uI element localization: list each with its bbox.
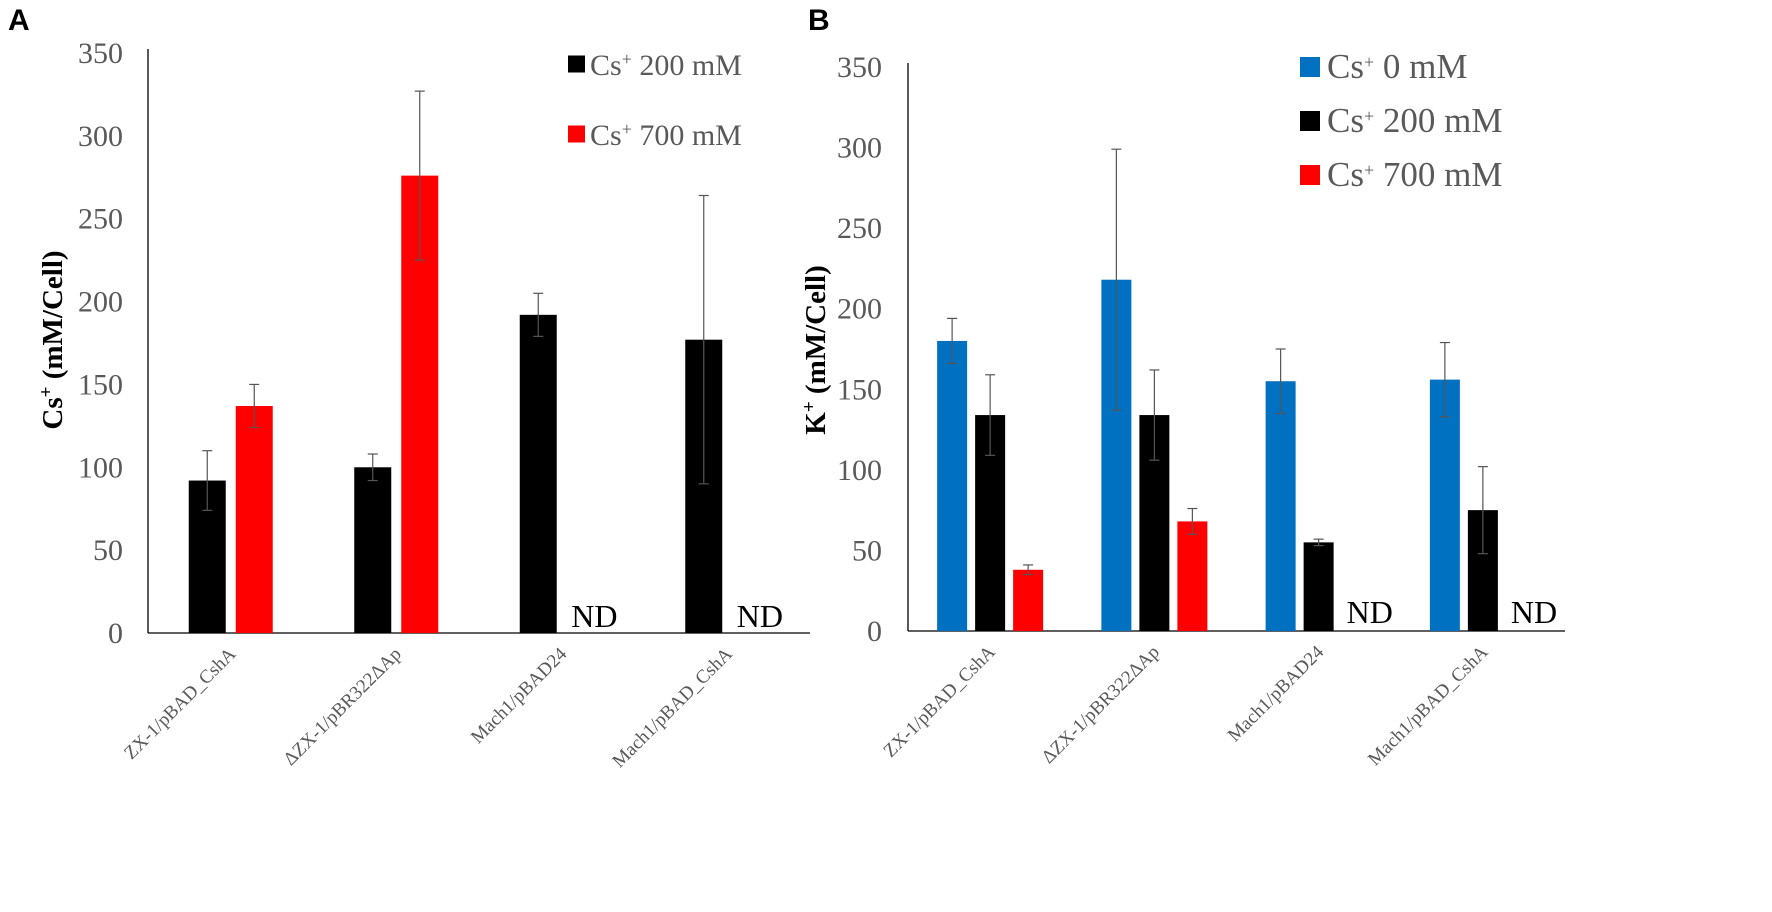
y-tick-label: 200 (78, 286, 123, 319)
bar-cs-200-mm (1303, 542, 1334, 631)
legend-label: Cs+ 700 mM (1327, 155, 1502, 194)
x-tick-label: Mach1/pBAD24 (467, 643, 572, 748)
legend-label: Cs+ 200 mM (590, 49, 742, 82)
x-tick-label: ZX-1/pBAD_CshA (880, 641, 1000, 761)
x-tick-label: ZX-1/pBAD_CshA (120, 643, 240, 763)
y-axis-label-sup: + (799, 401, 820, 412)
legend-label: Cs+ 700 mM (590, 119, 742, 152)
x-tick-label: Mach1/pBAD24 (1224, 641, 1329, 746)
y-axis-label: K+ (mM/Cell) (799, 265, 833, 434)
y-tick-label: 300 (78, 120, 123, 153)
legend-swatch (568, 125, 585, 143)
y-axis-label: Cs+ (mM/Cell) (36, 250, 70, 429)
y-tick-label: 150 (78, 368, 123, 401)
legend-label-rest: 700 mM (1374, 155, 1502, 194)
legend-swatch (1300, 165, 1320, 185)
legend-label-main: Cs (1327, 155, 1364, 194)
y-tick-label: 50 (852, 534, 882, 567)
x-tick-label: ΔZX-1/pBR322ΔAp (280, 644, 406, 770)
legend-swatch (568, 55, 585, 73)
legend-label-sup: + (1364, 106, 1374, 126)
legend-label-rest: 200 mM (632, 49, 742, 82)
x-tick-label: ΔZX-1/pBR322ΔAp (1038, 642, 1164, 768)
y-tick-label: 350 (78, 37, 123, 70)
legend-label-sup: + (1364, 52, 1374, 72)
legend-swatch (1300, 57, 1320, 77)
x-tick-label: Mach1/pBAD_CshA (1364, 641, 1492, 769)
bar-cs-200-mm (519, 314, 557, 633)
panel-letter: A (8, 4, 30, 37)
y-axis-label-rest: (mM/Cell) (37, 250, 69, 386)
y-tick-label: 50 (93, 534, 123, 567)
bar-cs-200-mm (354, 467, 392, 633)
y-axis-label-main: K (800, 412, 832, 435)
panel-letter: B (808, 4, 830, 37)
legend-label-rest: 700 mM (632, 119, 742, 152)
y-tick-label: 250 (837, 212, 882, 245)
nd-annotation: ND (1511, 594, 1557, 630)
legend-label-sup: + (1364, 160, 1374, 180)
bar-cs-0-mm (1429, 379, 1460, 631)
y-tick-label: 0 (108, 617, 123, 650)
legend-label-main: Cs (590, 49, 622, 82)
y-tick-label: 0 (867, 615, 882, 648)
legend-label-sup: + (622, 49, 632, 69)
y-tick-label: 150 (837, 373, 882, 406)
bar-cs-700-mm (1013, 569, 1044, 631)
x-tick-label: Mach1/pBAD_CshA (608, 643, 736, 771)
y-axis-label-rest: (mM/Cell) (800, 265, 832, 401)
y-axis-label-sup: + (36, 387, 57, 398)
y-tick-label: 300 (837, 132, 882, 165)
legend-label-main: Cs (590, 119, 622, 152)
legend-label-rest: 200 mM (1374, 101, 1502, 140)
bar-cs-0-mm (937, 340, 968, 631)
legend-label: Cs+ 200 mM (1327, 101, 1502, 140)
nd-annotation: ND (571, 598, 617, 634)
legend-label-main: Cs (1327, 47, 1364, 86)
bar-cs-0-mm (1265, 381, 1296, 631)
y-tick-label: 200 (837, 293, 882, 326)
legend-label: Cs+ 0 mM (1327, 47, 1467, 86)
bar-cs-700-mm (1177, 521, 1208, 631)
bar-cs-700-mm (235, 405, 273, 633)
legend-swatch (1300, 111, 1320, 131)
legend-label-rest: 0 mM (1374, 47, 1467, 86)
y-axis-label-main: Cs (37, 397, 69, 429)
legend-label-sup: + (622, 119, 632, 139)
legend-label-main: Cs (1327, 101, 1364, 140)
y-tick-label: 350 (837, 51, 882, 84)
y-tick-label: 250 (78, 203, 123, 236)
y-tick-label: 100 (837, 454, 882, 487)
y-tick-label: 100 (78, 451, 123, 484)
nd-annotation: ND (737, 598, 783, 634)
nd-annotation: ND (1347, 594, 1393, 630)
